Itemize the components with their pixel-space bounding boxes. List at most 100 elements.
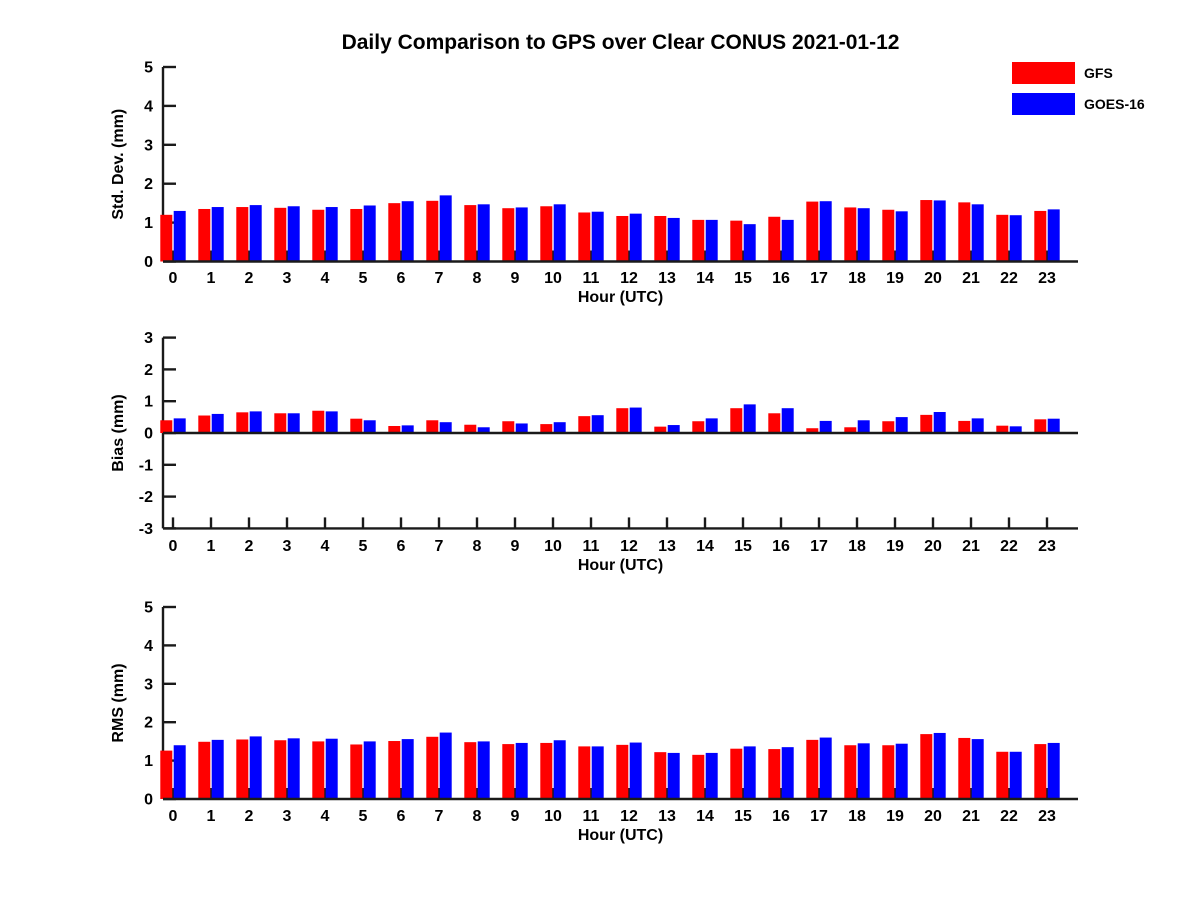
bar-goes-16 xyxy=(971,204,984,262)
x-tick-label: 11 xyxy=(583,808,600,825)
bar-gfs xyxy=(160,750,173,799)
y-tick-label: 4 xyxy=(144,638,153,655)
bar-goes-16 xyxy=(895,417,908,433)
bar-goes-16 xyxy=(287,738,300,799)
bar-goes-16 xyxy=(553,204,566,262)
bar-goes-16 xyxy=(971,418,984,433)
x-tick-label: 4 xyxy=(321,270,330,287)
x-tick-label: 15 xyxy=(734,538,752,555)
bar-gfs xyxy=(236,207,249,262)
bar-goes-16 xyxy=(933,412,946,433)
bar-goes-16 xyxy=(667,217,680,262)
x-tick-label: 20 xyxy=(924,270,942,287)
bar-gfs xyxy=(654,215,667,262)
y-tick-label: 5 xyxy=(144,600,153,617)
x-tick-label: 9 xyxy=(511,270,520,287)
bar-gfs xyxy=(730,748,743,799)
bar-gfs xyxy=(692,754,705,799)
x-tick-label: 3 xyxy=(283,538,292,555)
bar-gfs xyxy=(426,420,439,433)
bar-gfs xyxy=(274,413,287,433)
x-tick-label: 9 xyxy=(511,538,520,555)
y-tick-label: 2 xyxy=(144,715,153,732)
bar-gfs xyxy=(806,739,819,799)
y-tick-label: 3 xyxy=(144,676,153,693)
bar-goes-16 xyxy=(705,219,718,262)
x-tick-label: 20 xyxy=(924,808,942,825)
x-axis-title: Hour (UTC) xyxy=(578,827,663,844)
bar-gfs xyxy=(844,207,857,262)
bar-goes-16 xyxy=(325,207,338,262)
chart-title: Daily Comparison to GPS over Clear CONUS… xyxy=(341,31,900,54)
bar-gfs xyxy=(616,408,629,433)
x-tick-label: 1 xyxy=(207,270,216,287)
x-tick-label: 16 xyxy=(772,808,790,825)
bar-gfs xyxy=(730,408,743,433)
x-tick-label: 22 xyxy=(1000,270,1018,287)
y-tick-label: 1 xyxy=(144,394,153,411)
bar-goes-16 xyxy=(705,418,718,433)
bar-goes-16 xyxy=(667,425,680,433)
bar-goes-16 xyxy=(173,210,186,262)
bar-goes-16 xyxy=(439,422,452,433)
x-tick-label: 21 xyxy=(962,808,980,825)
y-axis-title: Std. Dev. (mm) xyxy=(110,109,127,220)
bar-gfs xyxy=(312,209,325,262)
x-tick-label: 3 xyxy=(283,808,292,825)
bar-goes-16 xyxy=(211,413,224,433)
x-tick-label: 8 xyxy=(473,538,482,555)
legend-item-goes16: GOES-16 xyxy=(1012,93,1145,115)
legend-item-gfs: GFS xyxy=(1012,62,1145,84)
bar-goes-16 xyxy=(895,211,908,262)
bar-gfs xyxy=(844,745,857,799)
bar-goes-16 xyxy=(781,747,794,799)
bar-goes-16 xyxy=(933,732,946,799)
y-tick-label: 4 xyxy=(144,98,153,115)
bar-gfs xyxy=(274,740,287,799)
bar-goes-16 xyxy=(819,737,832,799)
bar-gfs xyxy=(920,414,933,433)
bar-gfs xyxy=(236,412,249,433)
bar-gfs xyxy=(654,426,667,433)
y-tick-label: 2 xyxy=(144,362,153,379)
x-tick-label: 13 xyxy=(658,808,676,825)
x-tick-label: 23 xyxy=(1038,270,1056,287)
x-tick-label: 12 xyxy=(620,808,638,825)
bar-goes-16 xyxy=(743,224,756,262)
bar-gfs xyxy=(1034,210,1047,262)
x-tick-label: 16 xyxy=(772,538,790,555)
x-tick-label: 7 xyxy=(435,270,444,287)
bar-goes-16 xyxy=(287,413,300,433)
bar-goes-16 xyxy=(857,743,870,799)
bar-goes-16 xyxy=(363,741,376,799)
x-tick-label: 2 xyxy=(245,270,254,287)
x-tick-label: 10 xyxy=(544,270,562,287)
gfs-color-swatch xyxy=(1012,62,1075,84)
x-tick-label: 6 xyxy=(397,270,406,287)
x-tick-label: 12 xyxy=(620,538,638,555)
bar-gfs xyxy=(464,424,477,433)
y-tick-label: -1 xyxy=(139,457,153,474)
y-tick-label: 1 xyxy=(144,753,153,770)
bar-goes-16 xyxy=(249,205,262,262)
y-tick-label: 0 xyxy=(144,792,153,809)
bar-goes-16 xyxy=(1009,426,1022,433)
y-tick-label: 2 xyxy=(144,176,153,193)
x-tick-label: 10 xyxy=(544,808,562,825)
bar-gfs xyxy=(502,744,515,799)
bar-gfs xyxy=(502,421,515,433)
bar-goes-16 xyxy=(477,427,490,433)
bar-goes-16 xyxy=(895,743,908,799)
y-tick-label: -3 xyxy=(139,521,153,538)
bar-gfs xyxy=(578,212,591,262)
bar-gfs xyxy=(654,752,667,799)
bar-gfs xyxy=(768,413,781,433)
bar-goes-16 xyxy=(401,201,414,262)
bar-goes-16 xyxy=(781,219,794,262)
y-tick-label: -2 xyxy=(139,489,153,506)
bar-gfs xyxy=(540,424,553,433)
